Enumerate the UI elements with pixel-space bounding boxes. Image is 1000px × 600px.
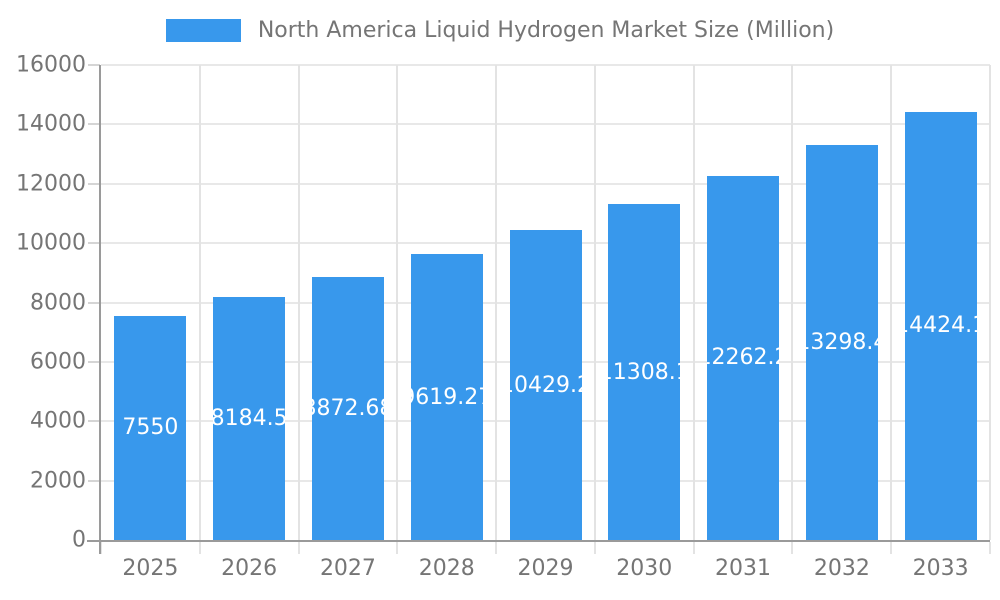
- x-axis-label: 2025: [122, 556, 179, 581]
- gridline-vertical: [791, 65, 794, 540]
- gridline-vertical: [890, 65, 893, 540]
- y-axis-label: 14000: [16, 111, 86, 137]
- y-axis-tick: [88, 242, 100, 245]
- gridline-vertical: [989, 65, 991, 540]
- x-axis-tick: [100, 542, 102, 554]
- y-axis-line: [99, 65, 101, 554]
- gridline-vertical: [593, 65, 596, 540]
- bar-value-label: 10429.2: [510, 372, 582, 398]
- bar-value-label: 14424.1: [905, 313, 977, 339]
- bar-value-label: 12262.2: [707, 345, 779, 371]
- y-axis-tick: [88, 479, 100, 482]
- gridline-horizontal: [101, 182, 990, 185]
- x-axis-label: 2033: [912, 556, 969, 581]
- bar[interactable]: 13298.4: [805, 145, 878, 540]
- gridline-horizontal: [101, 64, 990, 66]
- bar[interactable]: 14424.1: [904, 111, 977, 540]
- gridline-vertical: [198, 65, 201, 540]
- bar-value-label: 7550: [122, 415, 179, 441]
- x-axis-tick: [890, 542, 893, 554]
- bar-value-label: 11308.1: [608, 359, 680, 385]
- bar[interactable]: 11308.1: [608, 204, 681, 540]
- bar[interactable]: 9619.27: [410, 254, 483, 540]
- legend-label[interactable]: North America Liquid Hydrogen Market Siz…: [257, 18, 835, 43]
- y-axis-label: 6000: [30, 349, 86, 375]
- x-axis-label: 2029: [517, 556, 574, 581]
- bar-value-label: 8872.68: [312, 395, 384, 421]
- chart-legend[interactable]: North America Liquid Hydrogen Market Siz…: [0, 18, 1000, 43]
- bar[interactable]: 10429.2: [509, 230, 582, 540]
- y-axis-tick: [88, 64, 100, 66]
- bar-value-label: 8184.5: [213, 406, 286, 431]
- bar-value-label: 9619.27: [411, 384, 483, 410]
- x-axis-label: 2026: [221, 556, 278, 581]
- x-axis-label: 2030: [616, 556, 673, 581]
- gridline-vertical: [396, 65, 399, 540]
- y-axis-tick: [88, 182, 100, 185]
- x-axis-tick: [495, 542, 498, 554]
- y-axis-label: 2000: [30, 468, 86, 494]
- x-axis-tick: [593, 542, 596, 554]
- y-axis-tick: [88, 360, 100, 363]
- gridline-vertical: [297, 65, 300, 540]
- x-axis-label: 2031: [715, 556, 772, 581]
- gridline-horizontal: [101, 123, 990, 126]
- y-axis-tick: [88, 301, 100, 304]
- y-axis-label: 16000: [16, 52, 86, 78]
- x-axis-label: 2027: [319, 556, 376, 581]
- bar[interactable]: 8184.5: [213, 297, 286, 540]
- x-axis-tick: [989, 542, 991, 554]
- y-axis-label: 4000: [30, 408, 86, 434]
- x-axis-label: 2028: [418, 556, 475, 581]
- bar[interactable]: 8872.68: [311, 276, 384, 540]
- y-axis-label: 8000: [30, 290, 86, 315]
- bar-value-label: 13298.4: [806, 330, 878, 356]
- x-axis-tick: [297, 542, 300, 554]
- y-axis-tick: [88, 123, 100, 126]
- y-axis-label: 12000: [16, 171, 86, 197]
- y-axis-label: 0: [72, 527, 86, 553]
- x-axis-tick: [198, 542, 201, 554]
- legend-swatch[interactable]: [165, 19, 241, 42]
- x-axis-tick: [396, 542, 399, 554]
- bar[interactable]: 12262.2: [707, 175, 780, 540]
- bar[interactable]: 7550: [114, 315, 187, 540]
- x-axis-tick: [692, 542, 695, 554]
- x-axis-tick: [791, 542, 794, 554]
- gridline-vertical: [495, 65, 498, 540]
- gridline-vertical: [692, 65, 695, 540]
- y-axis-tick: [88, 420, 100, 423]
- x-axis-line: [87, 540, 990, 542]
- x-axis-label: 2032: [813, 556, 870, 581]
- y-axis-label: 10000: [16, 230, 86, 256]
